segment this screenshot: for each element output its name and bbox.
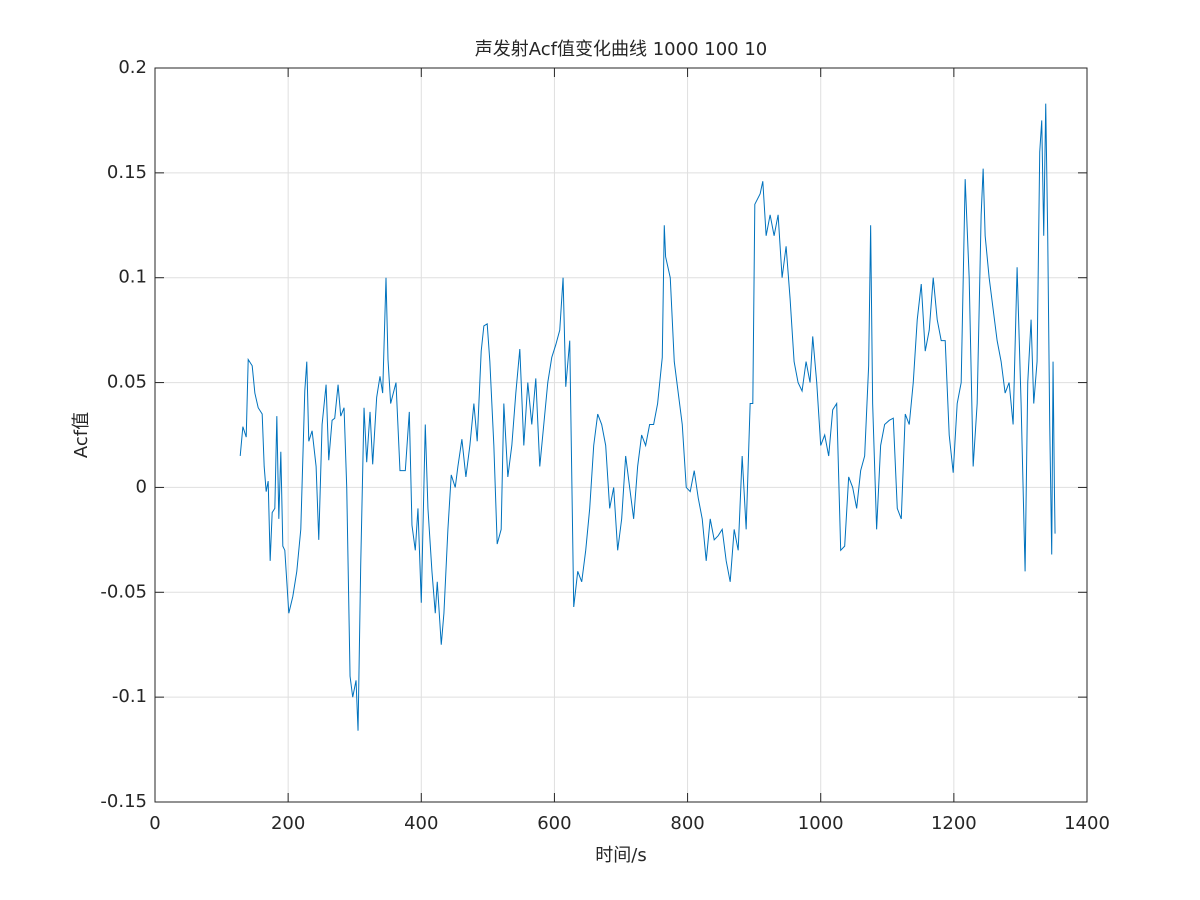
y-tick-label: 0.15 xyxy=(107,162,147,183)
plot xyxy=(239,103,1056,731)
chart-title: 声发射Acf值变化曲线 1000 100 10 xyxy=(475,39,767,60)
x-tick-label: 0 xyxy=(149,813,160,834)
data-line xyxy=(239,103,1056,731)
ticks: 0 200 400 600 800 1000 1200 1400 -0.15 -0.1 -0.05 0… xyxy=(100,57,1109,834)
y-axis-label: Acf值 xyxy=(71,412,92,458)
x-tick-label: 200 xyxy=(271,813,305,834)
x-tick-label: 1000 xyxy=(798,813,844,834)
x-tick-label: 400 xyxy=(404,813,438,834)
x-tick-label: 1400 xyxy=(1064,813,1110,834)
y-tick-label: -0.15 xyxy=(100,791,147,812)
grid xyxy=(154,67,1088,803)
y-tick-label: 0.1 xyxy=(118,267,147,288)
y-tick-label: -0.1 xyxy=(112,686,147,707)
axes-box xyxy=(154,67,1088,803)
y-tick-label: 0.05 xyxy=(107,372,147,393)
y-tick-label: 0.2 xyxy=(118,57,147,78)
x-axis-label: 时间/s xyxy=(595,845,646,866)
x-tick-label: 1200 xyxy=(931,813,977,834)
x-tick-label: 800 xyxy=(670,813,704,834)
y-tick-label: -0.05 xyxy=(100,581,147,602)
y-tick-label: 0 xyxy=(136,476,147,497)
x-tick-label: 600 xyxy=(537,813,571,834)
